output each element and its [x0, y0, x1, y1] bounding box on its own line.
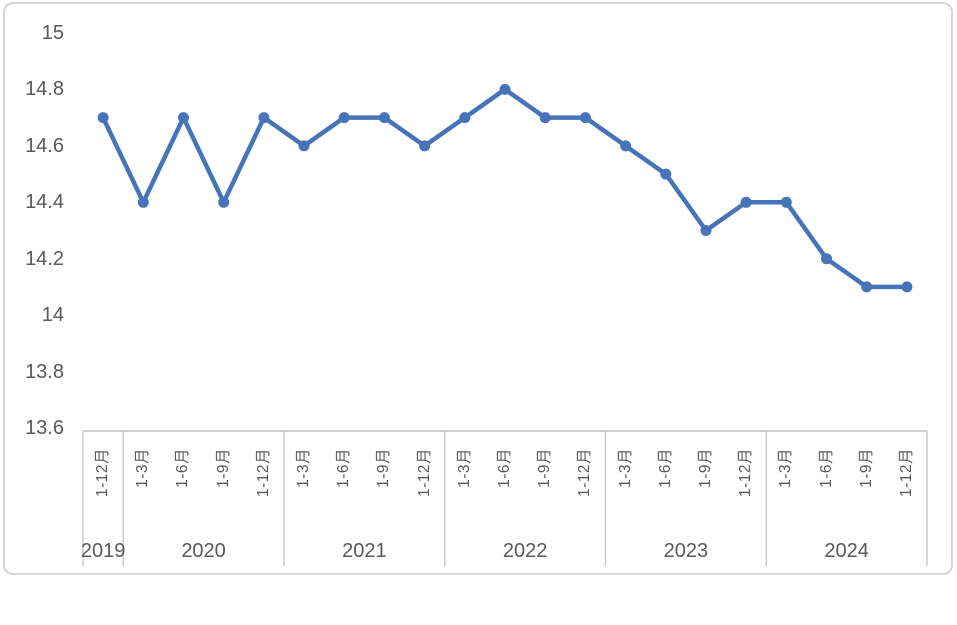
data-point-marker	[178, 112, 189, 124]
x-tick-label: 1-3月	[134, 448, 152, 488]
x-tick-label: 1-12月	[576, 448, 594, 498]
y-tick-label: 14.6	[25, 134, 64, 157]
y-tick-label: 13.6	[25, 417, 64, 439]
data-line	[100, 87, 910, 290]
x-tick-label: 1-12月	[737, 448, 755, 498]
x-tick-label: 1-6月	[174, 448, 192, 488]
x-tick-label: 1-9月	[696, 448, 714, 488]
data-point-marker	[861, 281, 873, 293]
data-point-marker	[620, 140, 632, 152]
x-tick-label: 1-3月	[455, 448, 473, 488]
year-label: 2021	[342, 540, 387, 562]
y-tick-label: 14.4	[25, 191, 64, 214]
data-point-marker	[740, 196, 752, 208]
x-tick-label: 1-12月	[415, 448, 433, 498]
x-tick-label: 1-12月	[897, 448, 915, 498]
data-point-marker	[459, 112, 471, 124]
year-label: 2023	[663, 540, 709, 562]
data-point-marker	[97, 112, 109, 124]
x-tick-label: 1-12月	[254, 448, 272, 498]
y-tick-label: 15	[41, 22, 64, 44]
y-tick-label: 14	[41, 304, 64, 327]
year-label: 2019	[80, 540, 126, 562]
x-tick-label: 1-9月	[214, 448, 232, 488]
chart-card	[3, 2, 953, 575]
x-tick-label: 1-6月	[656, 448, 674, 488]
x-tick-label: 1-3月	[777, 448, 795, 488]
x-tick-label: 1-3月	[295, 448, 313, 488]
year-label: 2022	[502, 540, 548, 562]
data-point-marker	[700, 225, 712, 236]
x-tick-label: 1-9月	[536, 448, 554, 488]
x-tick-label: 1-6月	[496, 448, 513, 488]
x-tick-label: 1-3月	[616, 448, 634, 488]
x-tick-label: 1-9月	[375, 448, 393, 488]
data-point-marker	[298, 140, 310, 152]
data-point-marker	[660, 168, 672, 180]
year-label: 2024	[824, 540, 869, 562]
year-label: 2020	[181, 540, 226, 562]
data-point-marker	[378, 112, 390, 124]
data-point-marker	[499, 83, 511, 95]
x-tick-label: 1-12月	[94, 448, 112, 498]
data-point-marker	[218, 196, 230, 208]
y-tick-label: 14.8	[25, 78, 64, 101]
data-point-marker	[901, 281, 913, 293]
data-point-marker	[338, 112, 350, 124]
data-point-marker	[821, 253, 832, 265]
x-tick-label: 1-9月	[857, 448, 875, 488]
x-tick-label: 1-6月	[817, 448, 835, 488]
data-point-marker	[419, 140, 431, 152]
data-point-marker	[137, 196, 149, 208]
x-tick-label: 1-6月	[335, 448, 353, 488]
y-tick-label: 14.2	[25, 247, 64, 270]
data-point-marker	[258, 112, 270, 124]
data-point-marker	[780, 196, 792, 208]
y-tick-label: 13.8	[25, 360, 64, 383]
data-point-marker	[539, 112, 551, 124]
data-point-marker	[579, 112, 591, 124]
